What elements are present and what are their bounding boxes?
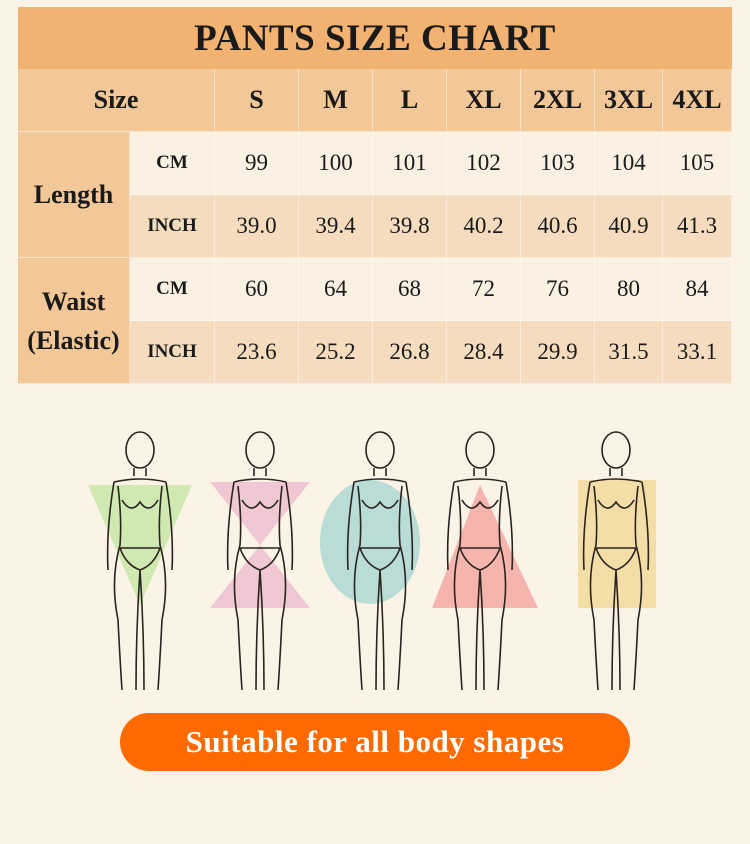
unit-label: CM: [130, 258, 215, 321]
body-shape-rectangle: [578, 431, 656, 691]
table-cell: 23.6: [215, 321, 299, 384]
size-header-3xl: 3XL: [595, 69, 663, 132]
table-cell: 29.9: [521, 321, 595, 384]
size-header-label: Size: [18, 69, 215, 132]
woman-figure-icon: [106, 431, 174, 691]
body-shape-triangle: [432, 431, 538, 691]
woman-figure-icon: [226, 431, 294, 691]
table-cell: 33.1: [663, 321, 732, 384]
table-cell: 100: [299, 132, 373, 195]
table-cell: 26.8: [373, 321, 447, 384]
size-grid: Size S M L XL 2XL 3XL 4XL Length CM 99 100 101 102 10…: [18, 69, 732, 384]
table-cell: 104: [595, 132, 663, 195]
table-cell: 39.0: [215, 195, 299, 258]
body-shape-oval: [320, 431, 420, 691]
size-header-4xl: 4XL: [663, 69, 732, 132]
unit-label: INCH: [130, 195, 215, 258]
table-cell: 103: [521, 132, 595, 195]
woman-figure-icon: [446, 431, 514, 691]
table-cell: 80: [595, 258, 663, 321]
size-header-m: M: [299, 69, 373, 132]
body-shape-inverted-triangle: [88, 431, 192, 691]
size-header-s: S: [215, 69, 299, 132]
table-cell: 84: [663, 258, 732, 321]
table-cell: 40.2: [447, 195, 521, 258]
table-cell: 41.3: [663, 195, 732, 258]
size-header-xl: XL: [447, 69, 521, 132]
table-cell: 72: [447, 258, 521, 321]
size-header-l: L: [373, 69, 447, 132]
table-cell: 40.9: [595, 195, 663, 258]
waist-label: Waist (Elastic): [18, 258, 130, 384]
table-cell: 40.6: [521, 195, 595, 258]
table-cell: 31.5: [595, 321, 663, 384]
waist-label-line1: Waist: [41, 286, 106, 316]
body-shape-hourglass: [210, 431, 310, 691]
table-cell: 68: [373, 258, 447, 321]
length-label: Length: [18, 132, 130, 258]
table-cell: 39.4: [299, 195, 373, 258]
table-cell: 28.4: [447, 321, 521, 384]
table-cell: 105: [663, 132, 732, 195]
unit-label: INCH: [130, 321, 215, 384]
woman-figure-icon: [582, 431, 650, 691]
body-shapes-illustration: [88, 431, 656, 691]
body-shapes-banner: Suitable for all body shapes: [120, 713, 630, 771]
table-cell: 99: [215, 132, 299, 195]
waist-label-line2: (Elastic): [27, 325, 120, 355]
table-cell: 64: [299, 258, 373, 321]
table-cell: 25.2: [299, 321, 373, 384]
table-cell: 101: [373, 132, 447, 195]
size-header-2xl: 2XL: [521, 69, 595, 132]
size-chart-table: PANTS SIZE CHART Size S M L XL 2XL 3XL 4XL Leng…: [18, 7, 732, 384]
table-cell: 76: [521, 258, 595, 321]
chart-title: PANTS SIZE CHART: [18, 7, 732, 69]
woman-figure-icon: [346, 431, 414, 691]
table-cell: 102: [447, 132, 521, 195]
table-cell: 60: [215, 258, 299, 321]
table-cell: 39.8: [373, 195, 447, 258]
unit-label: CM: [130, 132, 215, 195]
